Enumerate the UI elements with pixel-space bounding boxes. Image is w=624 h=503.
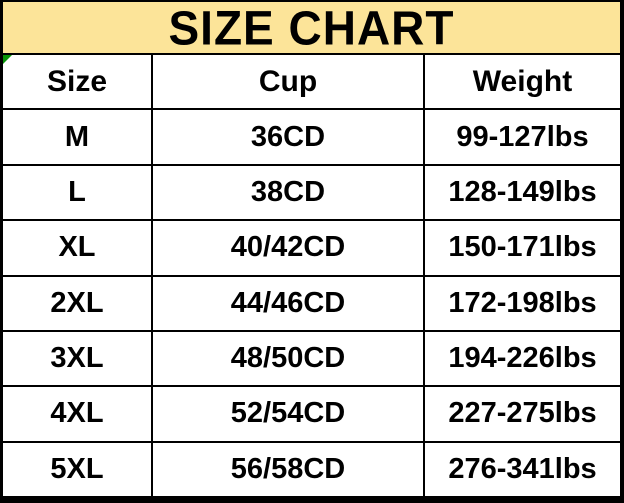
- column-header-weight: Weight: [425, 55, 620, 109]
- table-row-5-cup: 48/50CD: [153, 331, 423, 386]
- table-row-4-size: 2XL: [3, 276, 151, 330]
- cell-corner-marker-icon: [3, 55, 12, 64]
- table-row-3-cup: 40/42CD: [153, 221, 423, 275]
- table-row-5-weight: 194-226lbs: [425, 331, 620, 386]
- column-header-weight-label: Weight: [472, 64, 573, 98]
- table-row-7-weight: 276-341lbs: [425, 442, 620, 496]
- table-row-1-cup: 36CD: [153, 110, 423, 164]
- table-row-4-weight: 172-198lbs: [425, 276, 620, 330]
- table-row-5-size: 3XL: [3, 331, 151, 386]
- table-row-2-size: L: [3, 165, 151, 220]
- table-row-7-size: 5XL: [3, 442, 151, 496]
- table-row-1-weight: 99-127lbs: [425, 110, 620, 164]
- page-title: SIZE CHART: [168, 0, 455, 55]
- column-header-cup: Cup: [153, 55, 423, 109]
- table-row-2-weight: 128-149lbs: [425, 165, 620, 220]
- column-header-size-label: Size: [46, 64, 108, 98]
- table-row-6-weight: 227-275lbs: [425, 387, 620, 441]
- title-banner: SIZE CHART: [3, 2, 620, 53]
- column-header-size: Size: [3, 55, 151, 109]
- column-header-cup-label: Cup: [258, 64, 318, 98]
- table-row-6-cup: 52/54CD: [153, 387, 423, 441]
- table-row-1-size: M: [3, 110, 151, 164]
- size-table: Size Cup Weight M 36CD 99-127lbs L 38CD …: [3, 55, 620, 496]
- table-row-7-cup: 56/58CD: [153, 442, 423, 496]
- table-row-3-size: XL: [3, 221, 151, 275]
- table-row-4-cup: 44/46CD: [153, 276, 423, 330]
- table-row-2-cup: 38CD: [153, 165, 423, 220]
- table-row-3-weight: 150-171lbs: [425, 221, 620, 275]
- table-row-6-size: 4XL: [3, 387, 151, 441]
